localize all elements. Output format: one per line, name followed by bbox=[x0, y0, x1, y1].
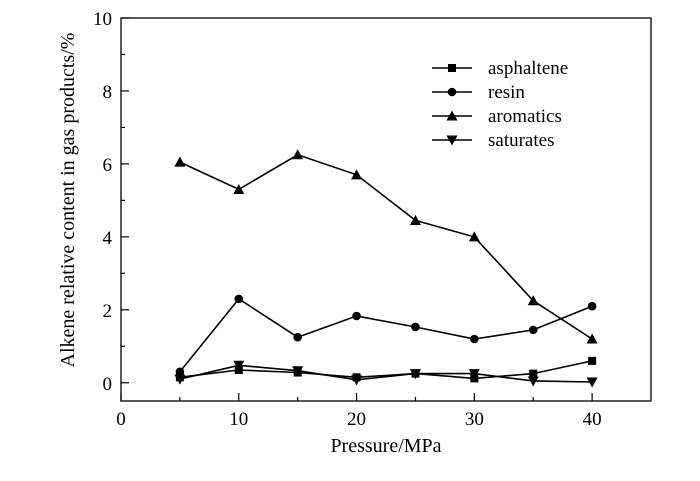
legend-item-asphaltene: asphaltene bbox=[432, 58, 568, 79]
data-point-resin bbox=[470, 334, 479, 344]
data-point-resin bbox=[175, 367, 185, 377]
series-resin bbox=[175, 294, 597, 377]
data-point-asphaltene bbox=[529, 369, 538, 378]
x-tick-label: 10 bbox=[229, 409, 248, 430]
legend-marker bbox=[446, 135, 458, 146]
data-point-aromatics bbox=[292, 149, 304, 160]
data-point-saturates bbox=[233, 360, 245, 371]
data-point-aromatics bbox=[233, 183, 245, 194]
series-saturates bbox=[174, 360, 598, 388]
data-point-resin bbox=[528, 325, 538, 335]
legend-label: aromatics bbox=[488, 106, 562, 127]
data-point-resin bbox=[411, 322, 420, 332]
x-tick-label: 0 bbox=[116, 409, 126, 430]
legend: asphaltene resin aromatics saturates bbox=[432, 58, 568, 151]
data-point-resin bbox=[234, 294, 244, 304]
x-tick-label: 40 bbox=[583, 409, 602, 430]
legend-item-saturates: saturates bbox=[432, 130, 554, 151]
legend-label: resin bbox=[488, 82, 525, 103]
y-axis-title: Alkene relative content in gas products/… bbox=[57, 33, 79, 368]
legend-item-aromatics: aromatics bbox=[432, 106, 562, 127]
data-point-aromatics bbox=[586, 333, 598, 344]
ticks: 0 10 20 30 40 0 2 4 6 8 10 bbox=[93, 9, 602, 430]
legend-marker bbox=[448, 64, 456, 72]
series-line-asphaltene bbox=[179, 360, 593, 380]
x-axis-title: Pressure/MPa bbox=[330, 435, 441, 457]
data-point-saturates bbox=[174, 374, 186, 385]
data-point-saturates bbox=[409, 369, 421, 380]
legend-marker bbox=[447, 87, 457, 97]
data-point-aromatics bbox=[527, 295, 539, 306]
data-point-resin bbox=[587, 301, 597, 311]
y-tick-label: 2 bbox=[103, 301, 113, 322]
series-line-resin bbox=[179, 297, 593, 373]
data-point-saturates bbox=[351, 375, 363, 386]
series-line-saturates bbox=[179, 364, 593, 383]
x-tick-label: 30 bbox=[465, 409, 484, 430]
y-tick-label: 6 bbox=[103, 155, 113, 176]
data-point-saturates bbox=[527, 376, 539, 387]
y-tick-label: 0 bbox=[103, 374, 113, 395]
data-point-aromatics bbox=[174, 156, 186, 167]
axes bbox=[120, 17, 652, 402]
y-tick-label: 10 bbox=[93, 9, 112, 30]
legend-label: saturates bbox=[488, 130, 554, 151]
data-point-aromatics bbox=[468, 231, 480, 242]
plot-frame bbox=[120, 17, 652, 402]
data-point-resin bbox=[293, 332, 302, 342]
y-tick-label: 8 bbox=[103, 82, 113, 103]
data-point-resin bbox=[352, 311, 361, 321]
legend-item-resin: resin bbox=[432, 82, 525, 103]
x-tick-label: 20 bbox=[347, 409, 366, 430]
data-point-aromatics bbox=[351, 169, 363, 180]
legend-marker bbox=[446, 110, 458, 121]
series-line-aromatics bbox=[179, 153, 593, 340]
y-tick-label: 4 bbox=[103, 228, 113, 249]
legend-label: asphaltene bbox=[488, 58, 568, 79]
series-aromatics bbox=[174, 149, 598, 344]
data-point-saturates bbox=[468, 369, 480, 380]
series-group bbox=[174, 149, 598, 388]
data-point-saturates bbox=[586, 377, 598, 388]
data-point-saturates bbox=[292, 366, 304, 377]
data-point-aromatics bbox=[409, 214, 421, 225]
data-point-asphaltene bbox=[588, 356, 597, 365]
